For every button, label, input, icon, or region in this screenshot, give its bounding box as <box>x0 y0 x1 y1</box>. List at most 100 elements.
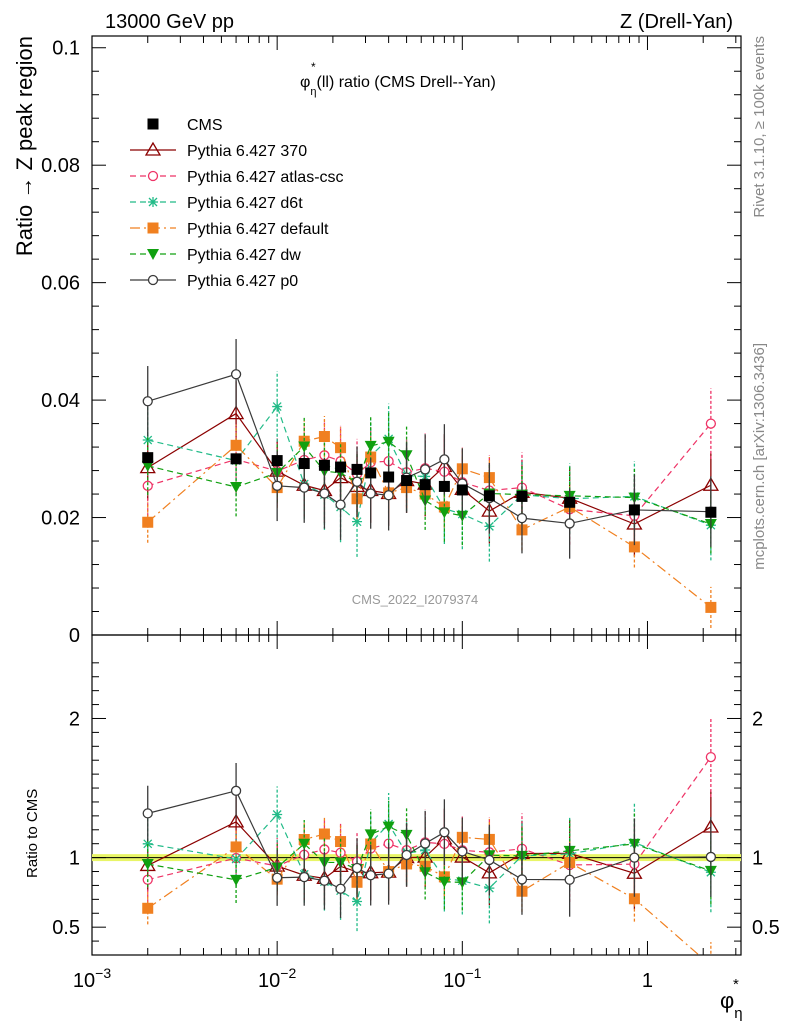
y-tick-label: 0 <box>69 625 80 647</box>
plot-title: φη(ll) ratio (CMS Drell--Yan) <box>300 74 496 98</box>
ratio-point <box>705 960 716 971</box>
data-point <box>365 467 377 479</box>
y-tick-label: 0.02 <box>41 508 80 530</box>
legend-entry: Pythia 6.427 dw <box>130 247 301 264</box>
legend-entry: Pythia 6.427 atlas-csc <box>130 169 344 186</box>
legend-label: Pythia 6.427 d6t <box>187 195 303 212</box>
ratio-point <box>383 868 394 879</box>
ratio-y-tick-label-right: 2 <box>752 708 763 730</box>
data-point <box>298 435 310 447</box>
ratio-point <box>141 859 154 871</box>
y-tick-label: 0.06 <box>41 273 80 295</box>
ratio-point <box>364 829 377 841</box>
ratio-point <box>439 827 450 838</box>
ratio-y-tick-label: 1 <box>69 848 80 870</box>
series-line-pythia-6-427-default <box>147 435 712 608</box>
ratio-point <box>438 876 451 888</box>
legend-label: Pythia 6.427 p0 <box>187 273 298 290</box>
ratio-point <box>629 852 640 863</box>
plot-title-star: * <box>311 60 316 74</box>
data-point <box>438 507 451 519</box>
legend-label: Pythia 6.427 370 <box>187 143 307 160</box>
main-series-layer <box>139 339 720 628</box>
ratio-point <box>420 838 431 849</box>
data-point <box>272 480 283 491</box>
ratio-point <box>484 854 495 866</box>
ratio-point <box>319 875 330 886</box>
data-point <box>516 490 528 502</box>
legend-entry: Pythia 6.427 370 <box>130 141 307 160</box>
legend-marker <box>147 222 159 234</box>
ratio-point <box>230 841 242 853</box>
data-point <box>383 490 394 501</box>
ratio-point <box>457 846 468 857</box>
data-point <box>628 504 640 516</box>
data-point <box>230 482 243 494</box>
ratio-y-tick-label-right: 0.5 <box>752 917 780 939</box>
ratio-point <box>401 849 412 861</box>
legend-marker <box>148 197 158 207</box>
x-axis-label-star: * <box>733 976 739 993</box>
data-point <box>352 516 363 527</box>
legend-entry: Pythia 6.427 d6t <box>130 195 303 212</box>
ratio-point <box>299 871 310 883</box>
legend-label: CMS <box>187 117 223 134</box>
y-tick-label: 0.04 <box>41 390 80 412</box>
y-tick-label: 0.1 <box>52 38 80 60</box>
data-point <box>705 506 717 518</box>
ratio-y-tick-label-right: 1 <box>752 848 763 870</box>
legend-marker <box>147 170 159 182</box>
data-point <box>142 396 153 407</box>
data-point <box>420 464 431 475</box>
data-point <box>298 441 311 453</box>
ratio-point <box>705 851 717 863</box>
data-point <box>628 541 640 553</box>
data-point <box>230 369 242 380</box>
legend: CMS Pythia 6.427 370 Pythia 6.427 atlas-cs… <box>130 117 344 290</box>
x-axis-label: φη <box>720 988 743 1022</box>
mcplots-label: mcplots.cern.ch [arXiv:1306.3436] <box>751 343 768 570</box>
data-point <box>351 476 363 487</box>
y-axis-label: Ratio → Z peak region <box>12 36 37 256</box>
ratio-point <box>231 854 242 864</box>
data-point <box>299 482 310 493</box>
data-point <box>365 488 376 499</box>
data-point <box>564 496 576 508</box>
rivet-label: Rivet 3.1.10, ≥ 100k events <box>751 36 768 218</box>
ratio-line-pythia-6-427-dw <box>147 825 712 884</box>
data-point <box>516 512 528 524</box>
x-tick-labels: 10−3 10−2 10−1 1 <box>73 965 653 992</box>
ratio-point <box>230 785 242 796</box>
data-point <box>705 601 717 613</box>
legend-label: Pythia 6.427 atlas-csc <box>187 169 344 186</box>
data-point <box>319 488 330 499</box>
ratio-point <box>365 870 376 881</box>
data-point <box>271 455 283 467</box>
ratio-point <box>230 874 243 886</box>
ratio-y-axis-label: Ratio to CMS <box>24 789 41 878</box>
ratio-y-tick-label: 0.5 <box>52 917 80 939</box>
data-point <box>351 463 363 475</box>
data-point <box>438 480 450 492</box>
data-point <box>335 442 347 454</box>
ratio-series-layer <box>139 717 720 971</box>
legend-marker <box>147 249 159 260</box>
ratio-point <box>142 902 154 914</box>
ratio-point <box>272 809 283 820</box>
x-tick-label: 10−1 <box>443 965 481 992</box>
data-point <box>365 451 377 463</box>
series-line-pythia-6-427-dw <box>147 441 712 525</box>
side-labels: Rivet 3.1.10, ≥ 100k events mcplots.cern… <box>751 36 768 570</box>
data-point <box>272 401 283 412</box>
ratio-line-pythia-6-427-atlas-csc <box>147 756 712 881</box>
data-point <box>335 499 346 510</box>
ratio-point <box>142 838 153 849</box>
data-point <box>142 516 154 528</box>
ratio-point <box>628 893 640 905</box>
data-point <box>705 418 717 429</box>
ratio-line-pythia-6-427-d6t <box>147 813 712 903</box>
ratio-point <box>227 813 245 828</box>
data-point <box>419 479 431 491</box>
data-point <box>483 490 495 502</box>
